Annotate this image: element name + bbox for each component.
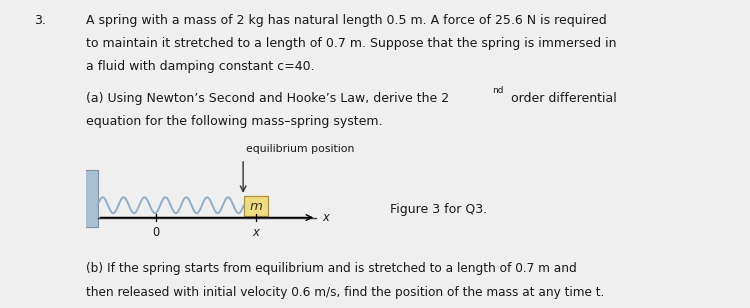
Text: (b) If the spring starts from equilibrium and is stretched to a length of 0.7 m : (b) If the spring starts from equilibriu… bbox=[86, 262, 577, 275]
Text: then released with initial velocity 0.6 m/s, find the position of the mass at an: then released with initial velocity 0.6 … bbox=[86, 286, 604, 298]
Text: 0: 0 bbox=[153, 226, 160, 239]
Text: x: x bbox=[252, 226, 259, 239]
Text: A spring with a mass of 2 kg has natural length 0.5 m. A force of 25.6 N is requ: A spring with a mass of 2 kg has natural… bbox=[86, 14, 607, 27]
Bar bbox=[244, 196, 268, 216]
Text: to maintain it stretched to a length of 0.7 m. Suppose that the spring is immers: to maintain it stretched to a length of … bbox=[86, 37, 616, 50]
Text: a fluid with damping constant c=40.: a fluid with damping constant c=40. bbox=[86, 60, 315, 73]
Text: m: m bbox=[249, 200, 262, 213]
Text: equilibrium position: equilibrium position bbox=[245, 144, 354, 154]
Text: nd: nd bbox=[492, 86, 504, 95]
Text: (a) Using Newton’s Second and Hooke’s Law, derive the 2: (a) Using Newton’s Second and Hooke’s La… bbox=[86, 92, 449, 105]
Text: Figure 3 for Q3.: Figure 3 for Q3. bbox=[390, 203, 488, 216]
Text: 3.: 3. bbox=[34, 14, 46, 27]
Text: order differential: order differential bbox=[507, 92, 617, 105]
Text: equation for the following mass–spring system.: equation for the following mass–spring s… bbox=[86, 116, 382, 128]
Text: x: x bbox=[322, 211, 329, 224]
Bar bbox=[84, 170, 98, 227]
